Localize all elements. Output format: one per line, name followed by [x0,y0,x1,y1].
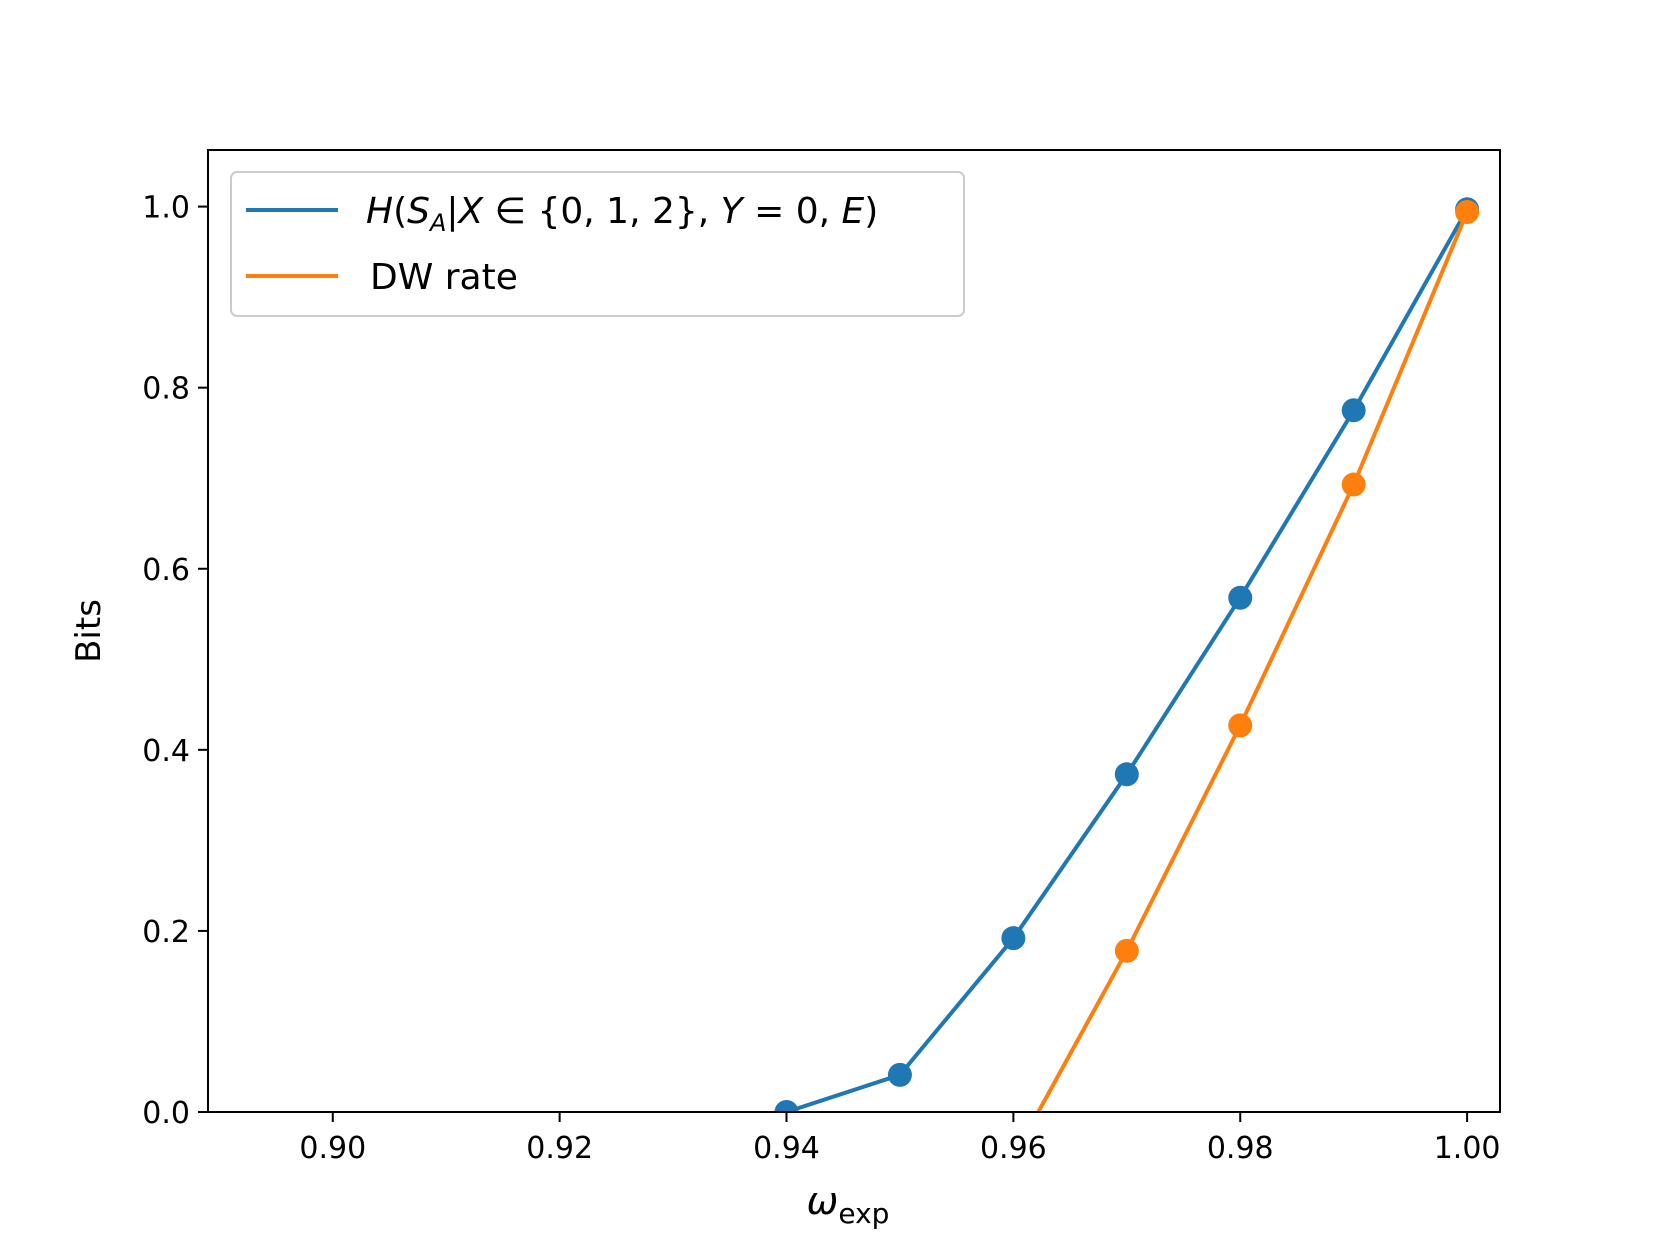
series-2-point [1455,200,1480,225]
y-axis-label: Bits [69,599,109,663]
legend-label-set: ∈ {0, 1, 2}, [483,191,720,232]
x-tick-label: 0.96 [980,1131,1047,1166]
legend-label-series-1: H(SA|X ∈ {0, 1, 2}, Y = 0, E) [366,191,878,237]
legend-label-open: ( [393,191,407,232]
series-2-point [1114,938,1139,963]
legend-label-eq: = 0, [743,191,842,232]
series-2-point [1228,713,1253,738]
legend-label-s: S [407,191,430,232]
x-tick-label: 0.90 [299,1131,366,1166]
x-axis-label-subscript: exp [838,1197,889,1230]
series-1-point [1114,762,1139,787]
legend-label-close: ) [864,191,878,232]
x-axis: 0.90 0.92 0.94 0.96 0.98 1.00 [299,1112,1501,1166]
legend-label-series-2: DW rate [370,257,518,298]
legend: H(SA|X ∈ {0, 1, 2}, Y = 0, E) DW rate [230,171,965,317]
x-axis-label-main: ω [807,1179,839,1223]
y-axis: 0.0 0.2 0.4 0.6 0.8 1.0 [142,191,208,1131]
series-1-point [1001,926,1026,951]
y-tick-label: 0.6 [142,553,190,588]
series-1-point [1228,585,1253,610]
series-1-point [774,1100,799,1112]
y-tick-label: 0.8 [142,372,190,407]
series-1-point [1341,398,1366,423]
x-tick-label: 1.00 [1434,1131,1501,1166]
x-axis-label: ωexp [807,1179,890,1230]
x-tick-label: 0.94 [753,1131,820,1166]
legend-label-y: Y [721,191,746,232]
x-tick-label: 0.98 [1207,1131,1274,1166]
y-tick-label: 0.2 [142,915,190,950]
legend-box [230,171,965,317]
legend-label-x: X [457,191,485,232]
legend-label-e: E [842,191,865,232]
legend-label-bar: | [446,191,458,232]
x-tick-label: 0.92 [526,1131,593,1166]
plot-frame [207,149,1501,1113]
y-tick-label: 0.4 [142,734,190,769]
legend-label-s-subscript: A [428,209,446,237]
series-1-point [887,1062,912,1087]
legend-label-h: H [366,191,393,232]
y-tick-label: 1.0 [142,191,190,226]
series-2-point [1341,472,1366,497]
y-tick-label: 0.0 [142,1096,190,1131]
series-layer [774,197,1480,1112]
